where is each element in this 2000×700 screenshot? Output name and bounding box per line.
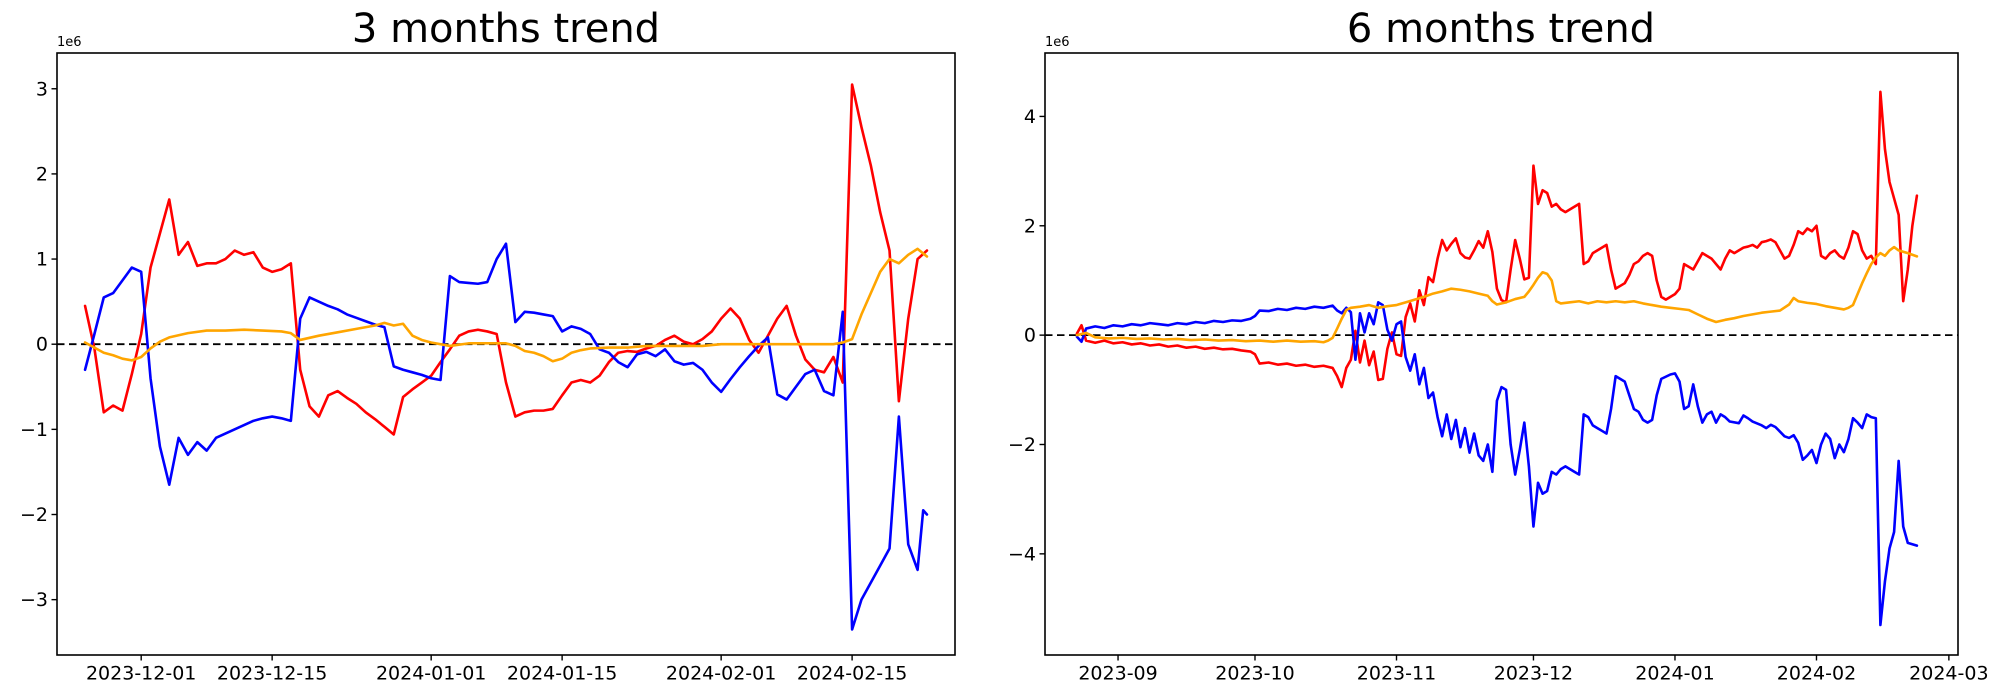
y-tick-label: −1 <box>20 419 48 441</box>
x-tick-label: 2024-02-01 <box>666 663 776 685</box>
series-red-line <box>83 83 929 436</box>
y-tick-label: 2 <box>36 163 48 185</box>
x-tick-label: 2024-02-15 <box>797 663 907 685</box>
x-tick-label: 2023-09 <box>1078 663 1157 685</box>
y-axis-offset-label-right: 1e6 <box>1045 35 1070 50</box>
series-red-line <box>1075 90 1919 389</box>
axes-spines <box>1044 52 1959 656</box>
y-tick-label: −2 <box>1008 434 1036 456</box>
x-tick-label: 2023-12-01 <box>86 663 196 685</box>
x-tick-label: 2024-01-15 <box>507 663 617 685</box>
x-tick-label: 2024-01-01 <box>376 663 486 685</box>
series-blue-line <box>83 242 929 631</box>
chart-title-6-months: 6 months trend <box>1347 6 1655 52</box>
x-tick-label: 2024-03 <box>1909 663 1988 685</box>
y-tick-label: 3 <box>36 78 48 100</box>
series-lines <box>83 83 929 631</box>
series-orange-line <box>1075 245 1919 344</box>
y-tick-label: 2 <box>1024 215 1036 237</box>
x-tick-label: 2023-10 <box>1215 663 1294 685</box>
y-tick-label: −2 <box>20 504 48 526</box>
series-orange-line <box>83 247 929 363</box>
y-axis-offset-label-left: 1e6 <box>57 35 82 50</box>
y-tick-label: −4 <box>1008 543 1036 565</box>
y-tick-label: 0 <box>36 334 48 356</box>
chart-title-3-months: 3 months trend <box>352 6 660 52</box>
y-tick-label: 1 <box>36 249 48 271</box>
y-tick-label: 0 <box>1024 325 1036 347</box>
x-tick-label: 2024-01 <box>1635 663 1714 685</box>
x-tick-label: 2024-02 <box>1777 663 1856 685</box>
y-tick-label: −3 <box>20 589 48 611</box>
series-blue-line <box>1075 301 1919 627</box>
x-tick-label: 2023-12-15 <box>217 663 327 685</box>
x-tick-label: 2023-11 <box>1357 663 1436 685</box>
chart-3-months-plot: 2023-12-01 2023-12-15 2024-01-01 2024-01-15… <box>20 52 956 685</box>
y-tick-label: 4 <box>1024 106 1036 128</box>
x-tick-label: 2023-12 <box>1494 663 1573 685</box>
chart-6-months-plot: 2023-09 2023-10 2023-11 2023-12 2024-01 2024-… <box>1008 52 1989 685</box>
series-lines <box>1075 90 1919 627</box>
axes-spines <box>56 52 956 656</box>
